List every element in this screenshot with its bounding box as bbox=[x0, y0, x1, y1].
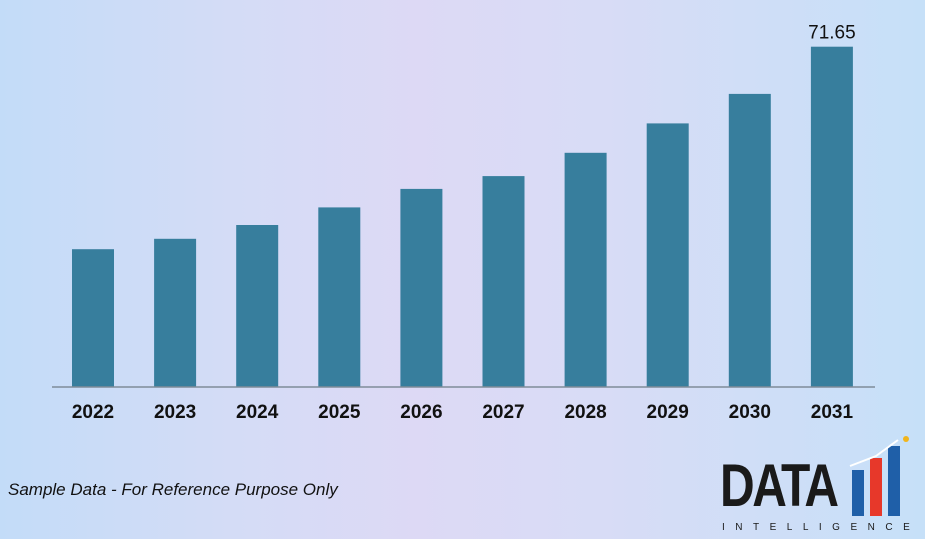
x-tick-2024: 2024 bbox=[236, 402, 279, 423]
x-tick-2026: 2026 bbox=[400, 402, 442, 423]
bar-chart: 2022 2023 2024 2025 2026 2027 2028 2029 2030 2031… bbox=[52, 23, 875, 423]
x-tick-2029: 2029 bbox=[647, 402, 689, 423]
logo-bars-icon bbox=[849, 436, 909, 516]
logo-subtitle: INTELLIGENCE bbox=[722, 522, 921, 533]
x-tick-2027: 2027 bbox=[482, 402, 524, 423]
bar-2023 bbox=[154, 238, 197, 387]
bar-2026 bbox=[400, 188, 443, 387]
bar-2029 bbox=[646, 123, 689, 388]
x-tick-2022: 2022 bbox=[72, 402, 114, 423]
bar-2027 bbox=[482, 176, 525, 387]
sample-data-note: Sample Data - For Reference Purpose Only bbox=[8, 480, 338, 499]
bar-2030 bbox=[728, 93, 771, 388]
data-label-2031: 71.65 bbox=[808, 23, 856, 44]
x-tick-2030: 2030 bbox=[729, 402, 771, 423]
bar-2025 bbox=[318, 207, 361, 387]
x-tick-2023: 2023 bbox=[154, 402, 196, 423]
x-tick-2025: 2025 bbox=[318, 402, 361, 423]
bar-2022 bbox=[72, 249, 114, 387]
x-tick-2031: 2031 bbox=[811, 402, 854, 423]
bar-2028 bbox=[564, 152, 607, 387]
bar-2031 bbox=[810, 46, 853, 387]
data-intelligence-logo: DATA INTELLIGENCE bbox=[720, 436, 916, 536]
bar-2024 bbox=[236, 225, 279, 387]
logo-word: DATA bbox=[720, 452, 839, 519]
x-tick-2028: 2028 bbox=[564, 402, 606, 423]
data-labels: 71.65 bbox=[808, 23, 856, 44]
x-tick-labels: 2022 2023 2024 2025 2026 2027 2028 2029 2030 2031 bbox=[72, 402, 854, 423]
bars-group bbox=[72, 46, 853, 388]
